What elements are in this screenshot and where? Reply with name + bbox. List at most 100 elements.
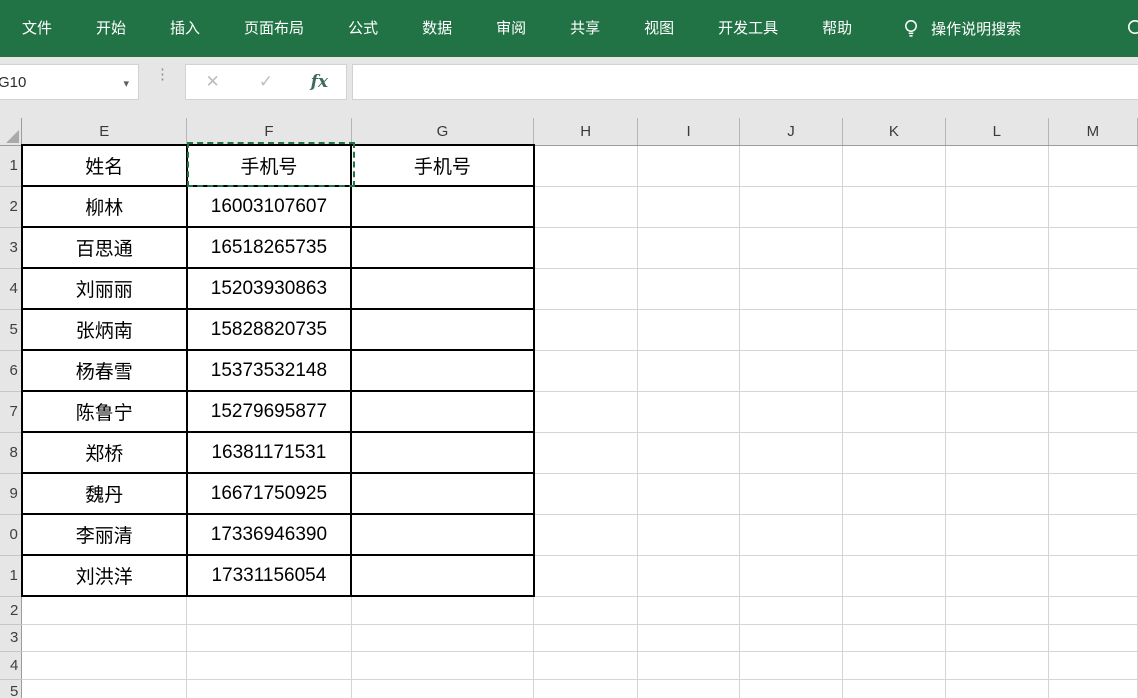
- cell-G3[interactable]: [350, 226, 535, 269]
- column-header-M[interactable]: M: [1048, 118, 1138, 146]
- row-header-14[interactable]: 4: [0, 651, 23, 680]
- cell-I5[interactable]: [637, 309, 741, 351]
- cell-J13[interactable]: [739, 624, 843, 652]
- cell-M5[interactable]: [1048, 309, 1138, 351]
- cell-J5[interactable]: [739, 309, 843, 351]
- cell-H12[interactable]: [533, 596, 639, 625]
- cell-K6[interactable]: [842, 350, 946, 392]
- cell-I2[interactable]: [637, 186, 741, 228]
- cell-K3[interactable]: [842, 227, 946, 269]
- cell-E15[interactable]: [21, 679, 188, 698]
- cell-F7[interactable]: 15279695877: [185, 390, 353, 433]
- cell-G5[interactable]: [350, 308, 535, 351]
- cell-L6[interactable]: [945, 350, 1049, 392]
- cell-F11[interactable]: 17331156054: [185, 554, 353, 597]
- cell-I7[interactable]: [637, 391, 741, 433]
- cell-F2[interactable]: 16003107607: [185, 185, 353, 228]
- cell-F3[interactable]: 16518265735: [185, 226, 353, 269]
- cell-I11[interactable]: [637, 555, 741, 597]
- row-header-3[interactable]: 3: [0, 227, 23, 269]
- cell-E4[interactable]: 刘丽丽: [20, 267, 188, 310]
- column-header-I[interactable]: I: [637, 118, 741, 146]
- cell-G11[interactable]: [350, 554, 535, 597]
- row-header-4[interactable]: 4: [0, 268, 23, 310]
- column-header-L[interactable]: L: [945, 118, 1049, 146]
- cell-H2[interactable]: [533, 186, 639, 228]
- cell-I1[interactable]: [637, 145, 741, 187]
- cell-G2[interactable]: [350, 185, 535, 228]
- row-header-6[interactable]: 6: [0, 350, 23, 392]
- tab-developer[interactable]: 开发工具: [718, 20, 779, 37]
- cell-L1[interactable]: [945, 145, 1049, 187]
- cell-E1[interactable]: 姓名: [20, 144, 188, 187]
- cell-L15[interactable]: [945, 679, 1049, 698]
- cell-H14[interactable]: [533, 651, 639, 680]
- cell-I10[interactable]: [637, 514, 741, 556]
- row-header-9[interactable]: 9: [0, 473, 23, 515]
- cancel-icon[interactable]: ✕: [205, 72, 220, 91]
- cell-J11[interactable]: [739, 555, 843, 597]
- cell-J10[interactable]: [739, 514, 843, 556]
- cell-M6[interactable]: [1048, 350, 1138, 392]
- cell-M9[interactable]: [1048, 473, 1138, 515]
- tab-page-layout[interactable]: 页面布局: [244, 20, 305, 37]
- cell-F4[interactable]: 15203930863: [185, 267, 353, 310]
- cell-J1[interactable]: [739, 145, 843, 187]
- cell-I12[interactable]: [637, 596, 741, 625]
- cell-G4[interactable]: [350, 267, 535, 310]
- cell-G9[interactable]: [350, 472, 535, 515]
- column-header-H[interactable]: H: [533, 118, 639, 146]
- tab-data[interactable]: 数据: [422, 20, 453, 37]
- formula-bar-grip[interactable]: ⋮: [155, 66, 170, 83]
- cell-J9[interactable]: [739, 473, 843, 515]
- cell-J12[interactable]: [739, 596, 843, 625]
- row-header-10[interactable]: 0: [0, 514, 23, 556]
- cell-G14[interactable]: [351, 651, 535, 680]
- cell-F15[interactable]: [186, 679, 352, 698]
- cell-M4[interactable]: [1048, 268, 1138, 310]
- cell-L8[interactable]: [945, 432, 1049, 474]
- row-header-7[interactable]: 7: [0, 391, 23, 433]
- cell-F6[interactable]: 15373532148: [185, 349, 353, 392]
- select-all-corner[interactable]: [0, 118, 23, 146]
- column-header-G[interactable]: G: [351, 118, 535, 146]
- cell-E14[interactable]: [21, 651, 188, 680]
- cell-G6[interactable]: [350, 349, 535, 392]
- cell-H13[interactable]: [533, 624, 639, 652]
- cell-F12[interactable]: [186, 596, 352, 625]
- cell-J8[interactable]: [739, 432, 843, 474]
- cell-L12[interactable]: [945, 596, 1049, 625]
- cell-H9[interactable]: [533, 473, 639, 515]
- cell-K4[interactable]: [842, 268, 946, 310]
- cell-L7[interactable]: [945, 391, 1049, 433]
- cell-M11[interactable]: [1048, 555, 1138, 597]
- tab-home[interactable]: 开始: [96, 20, 127, 37]
- cell-K2[interactable]: [842, 186, 946, 228]
- row-header-12[interactable]: 2: [0, 596, 23, 625]
- cell-M7[interactable]: [1048, 391, 1138, 433]
- cell-M10[interactable]: [1048, 514, 1138, 556]
- cell-M13[interactable]: [1048, 624, 1138, 652]
- cell-M3[interactable]: [1048, 227, 1138, 269]
- cell-H7[interactable]: [533, 391, 639, 433]
- row-header-5[interactable]: 5: [0, 309, 23, 351]
- cell-L13[interactable]: [945, 624, 1049, 652]
- cell-M2[interactable]: [1048, 186, 1138, 228]
- cell-L3[interactable]: [945, 227, 1049, 269]
- row-header-1[interactable]: 1: [0, 145, 23, 187]
- cell-J6[interactable]: [739, 350, 843, 392]
- cell-F8[interactable]: 16381171531: [185, 431, 353, 474]
- cell-L10[interactable]: [945, 514, 1049, 556]
- row-header-11[interactable]: 1: [0, 555, 23, 597]
- cell-E9[interactable]: 魏丹: [20, 472, 188, 515]
- cell-E5[interactable]: 张炳南: [20, 308, 188, 351]
- tell-me-search[interactable]: 操作说明搜索: [900, 18, 1021, 40]
- cell-F1[interactable]: 手机号: [185, 144, 353, 187]
- cell-I9[interactable]: [637, 473, 741, 515]
- cell-L4[interactable]: [945, 268, 1049, 310]
- cell-E11[interactable]: 刘洪洋: [20, 554, 188, 597]
- row-header-15[interactable]: 5: [0, 679, 23, 698]
- name-box[interactable]: G10 ▾: [0, 64, 139, 100]
- cell-E10[interactable]: 李丽清: [20, 513, 188, 556]
- enter-check-icon[interactable]: ✓: [258, 72, 274, 91]
